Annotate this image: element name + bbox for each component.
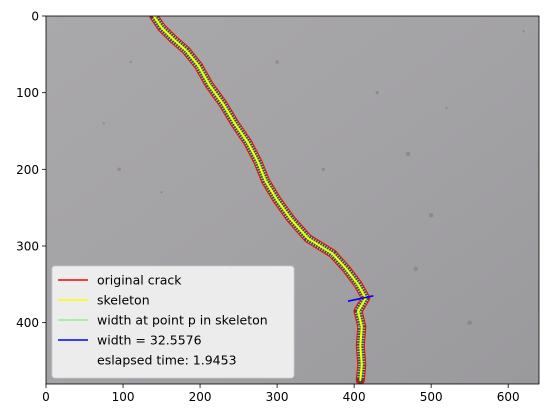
y-tick-label: 400	[16, 316, 39, 330]
legend-box	[51, 265, 295, 379]
measured-width-line	[347, 295, 374, 302]
surface-speckle	[375, 90, 379, 95]
surface-speckle	[117, 167, 121, 172]
surface-speckles	[102, 30, 525, 325]
surface-speckle	[275, 60, 279, 64]
surface-speckle	[102, 122, 105, 125]
y-tick-label: 100	[16, 86, 39, 100]
legend: original crack skeleton width at point p i…	[51, 265, 295, 379]
y-tick-label: 0	[31, 10, 39, 24]
surface-speckle	[445, 106, 448, 110]
x-tick-label: 100	[112, 390, 135, 404]
y-tick-label: 200	[16, 163, 39, 177]
legend-label: eslapsed time: 1.9453	[97, 353, 237, 368]
legend-label: width at point p in skeleton	[97, 313, 268, 328]
surface-speckle	[129, 60, 132, 64]
legend-label: original crack	[97, 273, 182, 288]
surface-speckle	[321, 167, 326, 172]
x-axis: 0 100 200 300 400 500 600	[42, 384, 520, 404]
x-tick-label: 0	[42, 390, 50, 404]
surface-speckle	[405, 151, 411, 157]
skeleton-line	[152, 16, 367, 382]
legend-label: width = 32.5576	[97, 333, 202, 348]
x-tick-label: 200	[189, 390, 212, 404]
x-tick-label: 400	[343, 390, 366, 404]
surface-speckle	[522, 30, 525, 33]
x-tick-label: 300	[266, 390, 289, 404]
surface-speckle	[428, 213, 434, 218]
y-tick-label: 300	[16, 240, 39, 254]
legend-label: skeleton	[97, 293, 150, 308]
surface-speckle	[160, 191, 163, 194]
surface-speckle	[467, 320, 472, 325]
x-tick-label: 500	[420, 390, 443, 404]
axes-frame	[45, 15, 540, 385]
surface-speckle	[413, 266, 418, 272]
y-axis: 0 100 200 300 400	[16, 10, 46, 330]
x-tick-label: 600	[497, 390, 520, 404]
crack-overlay	[149, 16, 374, 384]
